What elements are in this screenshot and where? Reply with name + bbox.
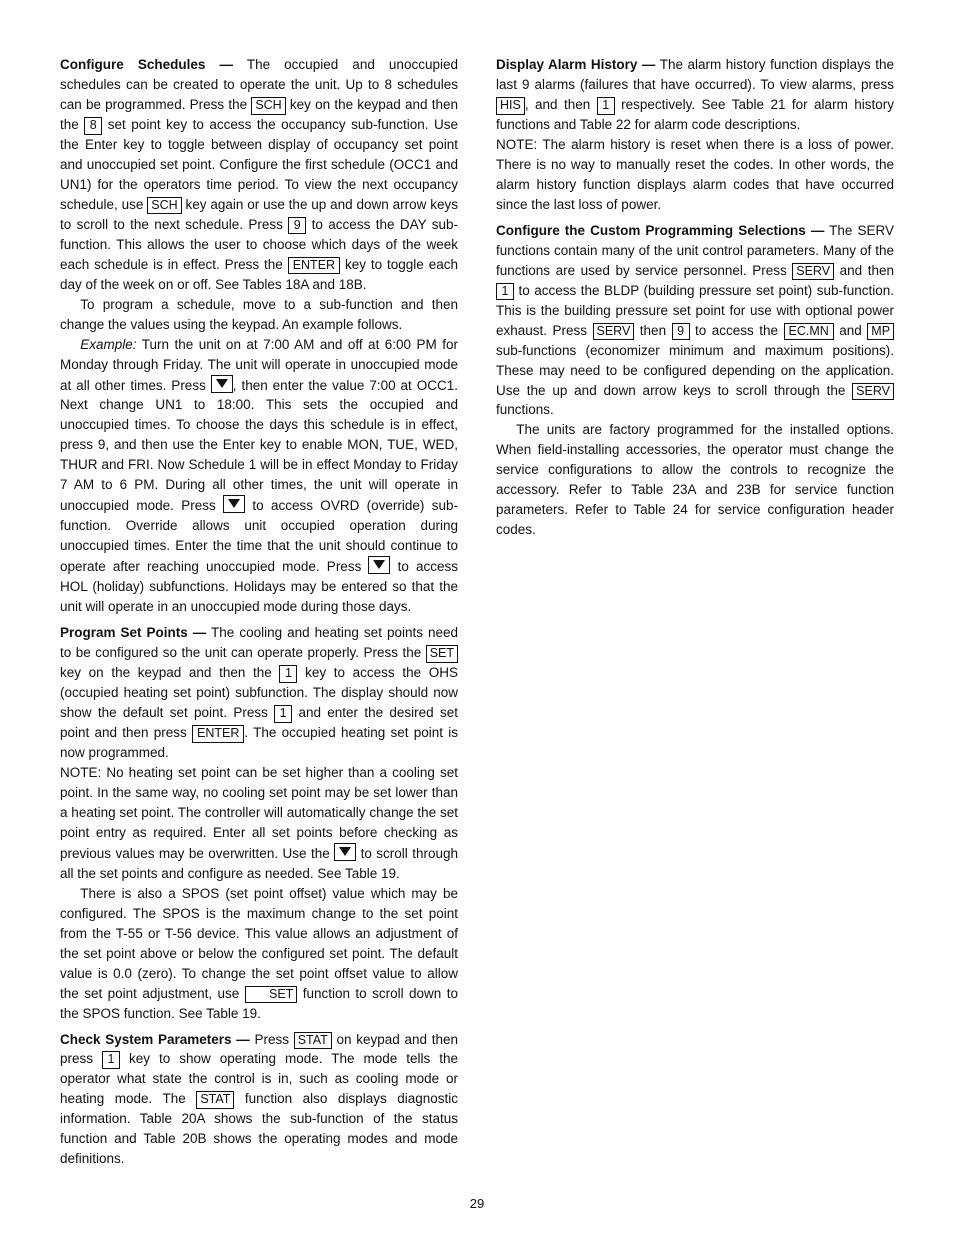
key-stat-2: STAT [196,1091,234,1109]
body-text: , and then [525,97,597,112]
body-text: , then enter the value 7:00 at OCC1. Nex… [60,378,458,514]
key-ecmn: EC.MN [784,323,834,341]
body-text: and then [834,263,894,278]
key-9-b: 9 [672,323,690,341]
body-text: then [634,323,671,338]
note-para-2: NOTE: The alarm history is reset when th… [496,135,894,215]
key-his: HIS [496,97,525,115]
section-check-system-parameters: Check System Parameters — Press STAT on … [60,1030,458,1170]
key-1-d: 1 [597,97,615,115]
body-text: functions. [496,402,554,417]
example-label: Example: [80,337,136,352]
key-sch: SCH [251,97,285,115]
body-text: There is also a SPOS (set point offset) … [60,886,458,1001]
body-text: To program a schedule, move to a sub-fun… [60,295,458,335]
down-arrow-icon [368,556,390,574]
down-arrow-icon [223,495,245,513]
body-text: sub-functions (economizer minimum and ma… [496,343,894,398]
body-text: key on the keypad and then the [60,665,279,680]
section-display-alarm-history: Display Alarm History — The alarm histor… [496,55,894,135]
body-text: and [834,323,867,338]
heading-program-set-points: Program Set Points — [60,625,206,640]
key-set: SET [426,645,458,663]
body-text-para: The units are factory programmed for the… [496,420,894,540]
heading-configure-custom: Configure the Custom Programming Selecti… [496,223,824,238]
key-1-e: 1 [496,283,514,301]
heading-check-system-parameters: Check System Parameters — [60,1032,250,1047]
section-configure-schedules: Configure Schedules — The occupied and u… [60,55,458,295]
heading-display-alarm-history: Display Alarm History — [496,57,655,72]
key-serv: SERV [792,263,834,281]
down-arrow-icon [211,375,233,393]
section-program-set-points: Program Set Points — The cooling and hea… [60,623,458,763]
key-mp: MP [867,323,894,341]
key-9: 9 [288,217,306,235]
body-text: Press [250,1032,294,1047]
key-sch-2: SCH [147,197,181,215]
key-1-b: 1 [274,705,292,723]
down-arrow-icon [334,843,356,861]
heading-configure-schedules: Configure Schedules — [60,57,233,72]
body-text-para: There is also a SPOS (set point offset) … [60,884,458,1024]
body-text: to access the [690,323,784,338]
key-set-2: SET [245,986,298,1004]
key-enter: ENTER [288,257,340,275]
key-1: 1 [279,665,297,683]
key-1-c: 1 [102,1051,120,1069]
key-8: 8 [84,117,102,135]
note-para: NOTE: No heating set point can be set hi… [60,763,458,884]
key-serv-3: SERV [852,383,894,401]
key-serv-2: SERV [593,323,635,341]
key-stat: STAT [294,1032,332,1050]
example-para: Example: Turn the unit on at 7:00 AM and… [60,335,458,618]
section-configure-custom: Configure the Custom Programming Selecti… [496,221,894,421]
page-number: 29 [0,1196,954,1211]
key-enter-2: ENTER [192,725,244,743]
